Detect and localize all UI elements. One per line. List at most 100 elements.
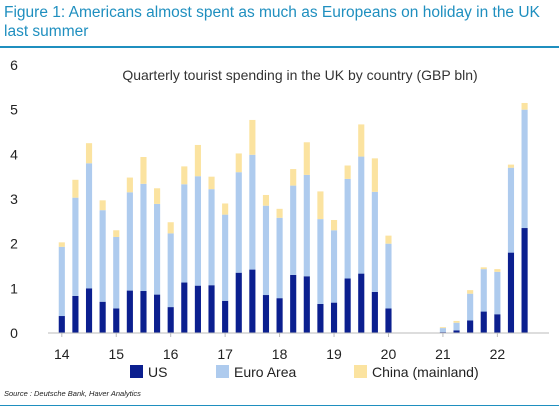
bar-segment (99, 210, 106, 302)
bar-segment (194, 144, 201, 177)
bar-segment (154, 294, 161, 333)
bar-segment (303, 174, 310, 277)
bar-segment (235, 272, 242, 333)
bar-segment (358, 273, 365, 333)
bar-segment (276, 298, 283, 333)
legend-swatch (216, 365, 229, 378)
bar-segment (99, 200, 106, 211)
bar-segment (467, 293, 474, 321)
bar-segment (113, 308, 120, 333)
legend: US Euro Area China (mainland) (130, 364, 479, 380)
x-tick-label: 19 (326, 346, 342, 362)
bar-segment (480, 269, 487, 312)
x-tick-label: 16 (163, 346, 179, 362)
x-tick-label: 14 (54, 346, 70, 362)
bar-segment (453, 330, 460, 333)
y-tick-label: 6 (10, 57, 18, 73)
bar-segment (222, 203, 229, 215)
legend-swatch (354, 365, 367, 378)
bar-segment (371, 158, 378, 192)
bar-segment (358, 156, 365, 274)
bar-segment (85, 143, 93, 164)
bar-segment (507, 167, 515, 253)
bar-segment (439, 327, 446, 329)
bar-segment (507, 164, 515, 168)
bar-segment (194, 285, 201, 333)
bar-segment (344, 178, 351, 279)
bar-segment (167, 307, 174, 333)
bar-segment (371, 291, 378, 333)
bar-segment (290, 274, 297, 333)
legend-swatch (130, 365, 143, 378)
bar-segment (126, 290, 133, 333)
legend-label: US (148, 364, 167, 380)
bar-segment (140, 291, 147, 333)
bar-segment (276, 208, 283, 218)
y-axis: 0 1 2 3 4 5 6 (10, 57, 18, 341)
legend-label: Euro Area (234, 364, 296, 380)
x-axis: 14 15 16 17 18 19 20 21 22 (54, 333, 505, 362)
bar-segment (126, 177, 133, 193)
bar-segment (249, 154, 256, 270)
x-tick-label: 17 (217, 346, 233, 362)
bar-segment (235, 153, 242, 173)
bar-segment (521, 109, 528, 229)
bar-segment (371, 191, 378, 292)
y-tick-label: 5 (10, 102, 18, 118)
bar-segment (385, 235, 392, 244)
bar-segment (494, 271, 501, 315)
bar-segment (385, 243, 392, 309)
bar-segment (330, 302, 338, 333)
bar-segment (480, 311, 487, 333)
bar-segment (521, 228, 528, 333)
x-tick-label: 21 (435, 346, 451, 362)
bar-segment (494, 314, 501, 333)
bar-segment (344, 165, 351, 179)
x-tick-label: 22 (490, 346, 506, 362)
bar-segment (521, 102, 528, 110)
y-tick-label: 1 (10, 280, 18, 296)
bar-segment (140, 157, 147, 184)
bar-segment (72, 179, 79, 198)
bar-segment (208, 176, 215, 190)
bar-segment (72, 197, 79, 296)
y-tick-label: 0 (10, 325, 18, 341)
bar-segment (480, 267, 487, 270)
x-tick-label: 15 (108, 346, 124, 362)
bar-segment (167, 222, 174, 234)
bar-segment (467, 290, 474, 294)
legend-label: China (mainland) (372, 364, 479, 380)
bar-segment (85, 163, 93, 289)
source-note: Source : Deutsche Bank, Haver Analytics (4, 389, 141, 398)
bar-segment (385, 308, 392, 333)
bar-segment (249, 269, 256, 333)
y-tick-label: 4 (10, 146, 18, 162)
bar-segment (222, 214, 229, 301)
bar-segment (167, 233, 174, 308)
bottom-divider (0, 405, 559, 406)
bar-segment (85, 288, 93, 333)
bar-segment (181, 166, 188, 185)
bar-segment (154, 188, 161, 204)
y-tick-label: 3 (10, 191, 18, 207)
x-tick-label: 18 (272, 346, 288, 362)
bar-segment (181, 184, 188, 283)
bar-segment (113, 236, 120, 309)
bar-segment (317, 191, 324, 220)
bar-segment (113, 230, 120, 237)
bars-layer (58, 102, 528, 333)
bar-segment (453, 320, 460, 323)
x-tick-label: 20 (381, 346, 397, 362)
bar-segment (262, 295, 270, 333)
bar-segment (58, 242, 65, 247)
figure-title: Figure 1: Americans almost spent as much… (4, 4, 540, 40)
bar-segment (317, 219, 324, 304)
bar-segment (208, 189, 215, 286)
bar-segment (154, 203, 161, 295)
bar-segment (235, 172, 242, 273)
bar-segment (317, 303, 324, 333)
bar-segment (262, 194, 270, 206)
bar-segment (181, 282, 188, 333)
bar-segment (467, 320, 474, 333)
bar-segment (330, 219, 338, 231)
